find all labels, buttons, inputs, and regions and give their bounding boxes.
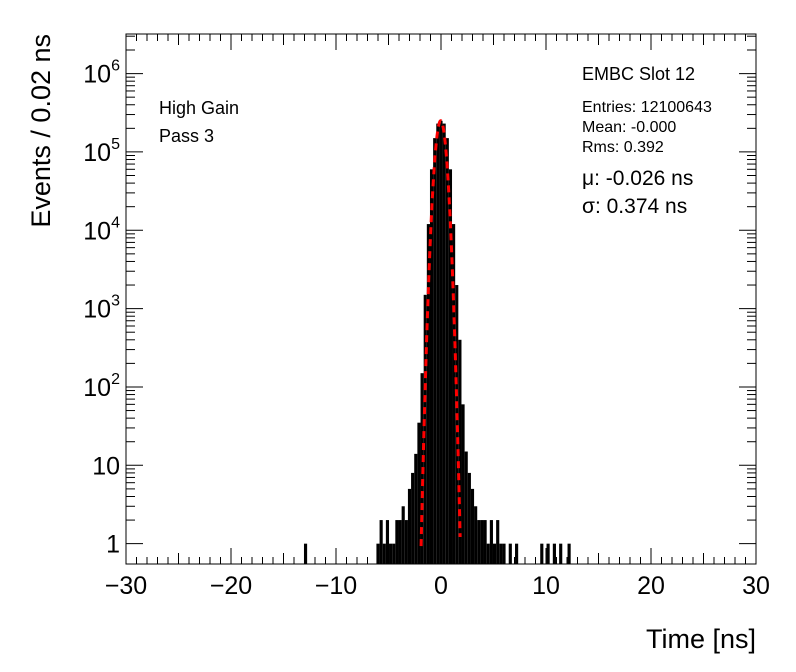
histogram-bin [461, 404, 465, 564]
histogram-bin [436, 123, 440, 565]
histogram-bin [467, 472, 471, 564]
gain-label: High Gain [159, 98, 240, 118]
x-tick-label: 0 [434, 572, 448, 600]
entries-label: Entries: 12100643 [582, 99, 712, 116]
histogram-bin [379, 520, 383, 564]
histogram-bin [464, 451, 468, 564]
histogram-bin [433, 138, 437, 564]
histogram-bin [426, 224, 430, 565]
x-tick-label: −30 [105, 572, 147, 600]
histogram-bin [404, 520, 408, 564]
histogram-bin [486, 543, 490, 564]
histogram-bin [508, 543, 512, 564]
histogram-bin [395, 520, 399, 564]
histogram-bin [414, 453, 418, 564]
histogram-bin [540, 543, 544, 564]
y-tick-label: 104 [83, 214, 120, 245]
histogram-bin [411, 472, 415, 564]
histogram-bin [376, 543, 380, 564]
x-tick-label: 20 [637, 572, 665, 600]
histogram-bin [389, 543, 393, 564]
y-tick-label: 102 [83, 371, 120, 402]
x-axis-ticks: −30 −20 −10 0 10 20 30 [105, 34, 770, 600]
histogram-bin [515, 543, 519, 564]
histogram-bin [439, 120, 443, 564]
histogram-bin [398, 520, 402, 564]
histogram-bin [567, 543, 571, 564]
histogram-bin [492, 543, 497, 564]
gaussian-fit-layer [419, 119, 462, 547]
rms-label: Rms: 0.392 [582, 139, 664, 156]
histogram-bin [423, 294, 427, 564]
histogram-bin [502, 543, 506, 564]
histogram-bin [445, 138, 449, 564]
histogram-bin [552, 543, 556, 564]
y-tick-label: 106 [83, 58, 120, 89]
y-axis-label: Events / 0.02 ns [26, 34, 56, 228]
histogram-bin [483, 520, 487, 564]
histogram-bin [470, 488, 475, 564]
histogram-bin [452, 224, 456, 565]
histogram-bin [477, 520, 481, 564]
mu-label: μ: -0.026 ns [582, 167, 694, 190]
histogram-bin [417, 422, 421, 564]
x-tick-label: 30 [742, 572, 770, 600]
histogram-bin [382, 543, 386, 564]
histogram-bin [455, 285, 459, 564]
gaussian-fit-line [419, 119, 462, 547]
histogram-bin [429, 169, 434, 564]
histogram-bin [458, 339, 462, 564]
x-tick-label: −10 [315, 572, 357, 600]
histogram-bin [385, 520, 390, 564]
histogram-bin [442, 123, 446, 565]
histogram-bin [474, 506, 478, 564]
histogram-bin [489, 520, 493, 564]
pass-label: Pass 3 [159, 126, 215, 146]
histogram-bin [546, 543, 550, 564]
y-tick-label: 105 [83, 136, 120, 167]
y-tick-label: 10 [92, 452, 120, 480]
mean-label: Mean: -0.000 [582, 119, 677, 136]
y-tick-label: 1 [106, 531, 120, 559]
histogram-bin [407, 488, 412, 564]
histogram-bin [496, 520, 500, 564]
histogram-bin [499, 543, 503, 564]
histogram-bin [401, 506, 405, 564]
slot-label: EMBC Slot 12 [582, 64, 696, 84]
histogram-bin [448, 169, 453, 564]
x-tick-label: −20 [210, 572, 252, 600]
histogram-bin [480, 520, 484, 564]
histogram-bin [303, 543, 308, 564]
x-tick-label: 10 [532, 572, 560, 600]
y-tick-label: 103 [83, 293, 120, 324]
y-axis-ticks: 1 10 102 103 104 105 106 [83, 35, 756, 559]
histogram-bin [559, 543, 563, 564]
x-axis-label: Time [ns] [646, 624, 756, 654]
histogram-bin [392, 543, 396, 564]
sigma-label: σ: 0.374 ns [582, 195, 688, 218]
histogram-layer [303, 120, 571, 565]
